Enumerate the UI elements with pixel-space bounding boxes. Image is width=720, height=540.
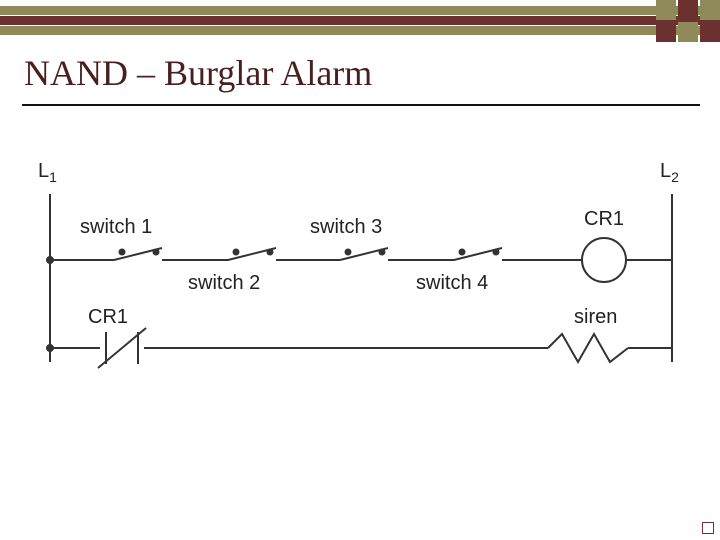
coil-cr1 <box>582 238 626 282</box>
bar-olive-1 <box>0 6 720 15</box>
header-square <box>656 0 676 20</box>
ladder-diagram: L1 L2 switch 1 switch 2 switch 3 switch … <box>28 166 692 396</box>
title-area: NAND – Burglar Alarm <box>0 42 720 98</box>
title-underline <box>22 104 700 106</box>
header-square <box>700 0 720 20</box>
header-square <box>678 0 698 20</box>
header-bars <box>0 0 720 42</box>
siren-symbol <box>548 334 628 362</box>
bar-maroon <box>0 16 720 25</box>
corner-marker <box>702 522 714 534</box>
header-square <box>700 22 720 42</box>
circuit-svg <box>28 166 692 396</box>
bar-olive-2 <box>0 26 720 35</box>
page-title: NAND – Burglar Alarm <box>24 54 700 94</box>
header-square <box>678 22 698 42</box>
header-square <box>656 22 676 42</box>
